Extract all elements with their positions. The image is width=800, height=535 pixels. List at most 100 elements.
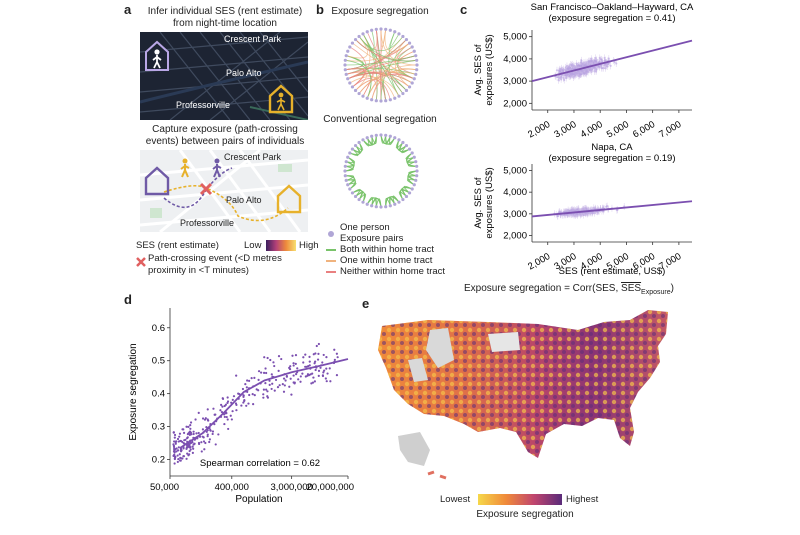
data-point — [604, 59, 607, 62]
y-axis-label: Exposure segregation — [128, 343, 139, 440]
data-point — [280, 357, 283, 361]
data-point — [262, 388, 266, 391]
data-point — [302, 356, 305, 359]
network-node — [344, 72, 348, 76]
network-node — [365, 30, 369, 34]
network-node — [374, 133, 378, 137]
data-point — [606, 65, 609, 68]
x-tick-label: 2,000 — [526, 119, 552, 140]
conventional-edge — [385, 197, 391, 207]
data-point — [312, 376, 315, 379]
map-legend-title: Exposure segregation — [476, 509, 574, 520]
network-node — [397, 138, 401, 142]
data-point — [182, 431, 186, 434]
panel-d-letter: d — [124, 292, 132, 307]
data-point — [574, 209, 577, 212]
x-tick-label: 2,000 — [526, 251, 552, 272]
network-node — [370, 204, 374, 208]
data-point — [202, 440, 206, 443]
data-point — [182, 428, 185, 431]
data-point — [613, 60, 616, 64]
map-colorbar — [478, 494, 562, 505]
data-point — [590, 59, 593, 62]
data-point — [205, 426, 208, 429]
data-point — [336, 356, 339, 359]
exposure-edge — [388, 31, 400, 50]
data-point — [269, 358, 272, 362]
data-point — [311, 381, 315, 384]
conventional-edge — [346, 156, 356, 163]
data-point — [185, 447, 188, 451]
data-point — [272, 361, 275, 364]
network-node — [407, 147, 412, 151]
data-point — [189, 432, 192, 436]
network-node — [361, 138, 365, 142]
exposure-edge — [358, 36, 417, 62]
data-point — [264, 367, 267, 370]
network-node — [404, 194, 409, 199]
data-point — [323, 369, 326, 372]
data-point — [277, 369, 280, 372]
x-tick-label: 3,000 — [552, 119, 578, 140]
legend-swatch-one — [326, 260, 336, 262]
ses-legend-label: SES (rent estimate) — [136, 240, 219, 251]
data-point — [281, 383, 284, 386]
data-point — [200, 441, 203, 444]
data-point — [175, 440, 178, 443]
data-point — [245, 386, 248, 389]
data-point — [573, 72, 576, 76]
data-point — [326, 372, 329, 375]
data-point — [186, 452, 189, 455]
x-tick-label: 20,000,000 — [306, 482, 354, 493]
y-tick-label: 0.4 — [152, 389, 165, 400]
day-home-icon — [276, 184, 302, 219]
data-point — [186, 436, 189, 439]
data-point — [299, 375, 302, 378]
data-point — [248, 379, 251, 383]
data-point — [179, 459, 182, 462]
data-point — [183, 439, 186, 442]
data-point — [265, 371, 268, 375]
data-point — [252, 403, 255, 406]
data-point — [556, 214, 559, 217]
data-point — [176, 437, 180, 441]
data-point — [285, 374, 288, 378]
y-tick-label: 2,000 — [503, 231, 527, 242]
network-node — [415, 169, 419, 173]
data-point — [289, 365, 292, 368]
data-point — [567, 72, 570, 76]
data-point — [273, 389, 276, 392]
network-node — [410, 187, 414, 191]
night-map-label-paloalto: Palo Alto — [226, 68, 262, 78]
y-axis-label-line1: Avg. SES of — [473, 177, 484, 228]
legend-swatch-both — [326, 249, 336, 251]
person-dot-icon — [327, 225, 335, 243]
data-point — [201, 435, 204, 438]
data-point — [178, 435, 181, 438]
network-node — [379, 27, 383, 31]
exposure-edge — [344, 55, 416, 66]
data-point — [226, 400, 230, 403]
conventional-edge — [345, 175, 355, 181]
network-node — [401, 34, 405, 39]
data-point — [255, 388, 258, 391]
network-node — [350, 191, 355, 195]
data-point — [206, 408, 209, 411]
network-node — [384, 27, 388, 31]
network-node — [357, 140, 361, 145]
data-point — [265, 388, 268, 391]
network-node — [379, 133, 383, 137]
data-point — [245, 404, 248, 407]
panel-c-letter: c — [460, 2, 468, 17]
data-point — [176, 460, 179, 464]
y-tick-label: 3,000 — [503, 209, 527, 220]
network-node — [343, 169, 347, 173]
data-point — [219, 409, 222, 412]
data-point — [173, 436, 176, 439]
x-tick-label: 6,000 — [631, 119, 657, 140]
legend-exposure-pairs: Exposure pairs — [340, 233, 404, 244]
network-node — [346, 49, 350, 53]
data-point — [271, 382, 274, 385]
data-point — [605, 205, 608, 208]
data-point — [175, 450, 178, 453]
